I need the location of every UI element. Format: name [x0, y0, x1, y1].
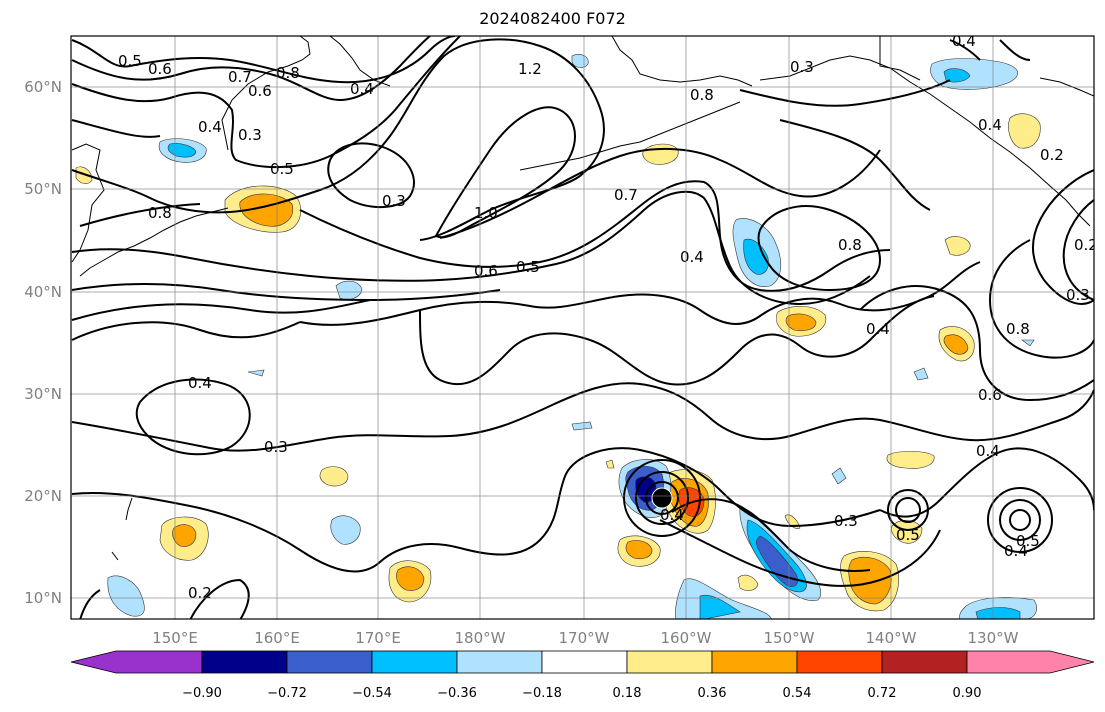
contour-label: 0.4 — [952, 32, 976, 50]
contour-label: 0.7 — [228, 68, 252, 86]
lon-tick-label: 140°W — [866, 629, 917, 647]
lat-tick-label: 40°N — [24, 283, 62, 301]
contour-label: 0.4 — [866, 320, 890, 338]
contour-label: 0.4 — [198, 118, 222, 136]
contour-label: 0.5 — [1016, 532, 1040, 550]
lat-tick-label: 20°N — [24, 487, 62, 505]
contour-label: 0.6 — [978, 386, 1002, 404]
colorbar-extend-low — [70, 650, 203, 674]
contour-label: 0.3 — [382, 192, 406, 210]
contour-label: 0.4 — [1004, 542, 1028, 560]
contour-label: 0.4 — [978, 116, 1002, 134]
contour-label: 0.2 — [188, 584, 212, 602]
lat-tick-label: 50°N — [24, 180, 62, 198]
gridlines — [71, 36, 1094, 619]
contour-label: 1.0 — [474, 204, 498, 222]
contour-label: 0.3 — [790, 58, 814, 76]
contour-label: 0.4 — [680, 248, 704, 266]
contour-label: 0.8 — [1006, 320, 1030, 338]
lon-tick-label: 160°W — [661, 629, 712, 647]
map-frame — [70, 35, 1095, 620]
contour-label: 0.3 — [1066, 286, 1090, 304]
colorbar-segment — [371, 650, 458, 674]
contour-label: 0.8 — [838, 236, 862, 254]
contour-label: 0.4 — [660, 506, 684, 524]
lat-tick-label: 60°N — [24, 78, 62, 96]
contour-label: 0.4 — [976, 442, 1000, 460]
contour-label: 0.8 — [690, 86, 714, 104]
colorbar-label: −0.72 — [267, 686, 307, 701]
contour-label: 0.3 — [834, 512, 858, 530]
contour-label: 0.3 — [264, 438, 288, 456]
contour-label: 0.8 — [276, 64, 300, 82]
contour-label: 0.5 — [270, 160, 294, 178]
hurricane-center-icon — [651, 487, 673, 509]
colorbar-label: 0.90 — [953, 686, 982, 701]
lat-tick-label: 10°N — [24, 589, 62, 607]
colorbar-segment — [456, 650, 543, 674]
colorbar-label: 0.36 — [698, 686, 727, 701]
coastlines — [71, 36, 1094, 561]
lon-tick-label: 180°W — [455, 629, 506, 647]
lon-tick-label: 130°W — [968, 629, 1019, 647]
colorbar-label: 0.18 — [613, 686, 642, 701]
contour-labels: 0.5 0.6 0.7 0.8 0.6 0.4 0.4 0.3 0.5 0.8 … — [118, 32, 1098, 602]
colorbar-label: 0.54 — [783, 686, 812, 701]
lon-axis: 150°E 160°E 170°E 180°W 170°W 160°W 150°… — [152, 629, 1018, 647]
contour-label: 0.4 — [188, 374, 212, 392]
lon-tick-label: 170°E — [355, 629, 401, 647]
lat-axis: 60°N 50°N 40°N 30°N 20°N 10°N — [24, 78, 62, 607]
colorbar-segment — [796, 650, 883, 674]
colorbar — [70, 650, 1095, 674]
contour-label: 0.2 — [1040, 146, 1064, 164]
contour-label: 0.6 — [248, 82, 272, 100]
lon-tick-label: 170°W — [559, 629, 610, 647]
lon-tick-label: 160°E — [254, 629, 300, 647]
colorbar-label: 0.72 — [868, 686, 897, 701]
colorbar-labels: −0.90 −0.72 −0.54 −0.36 −0.18 0.18 0.36 … — [182, 686, 981, 701]
colorbar-extend-high — [966, 650, 1095, 674]
contour-label: 0.6 — [474, 262, 498, 280]
contour-label: 0.3 — [238, 126, 262, 144]
contour-label: 0.5 — [118, 52, 142, 70]
colorbar-label: −0.90 — [182, 686, 222, 701]
lon-tick-label: 150°E — [152, 629, 198, 647]
colorbar-segment — [201, 650, 288, 674]
colorbar-segment — [626, 650, 713, 674]
contour-label: 0.2 — [1074, 236, 1098, 254]
lon-tick-label: 150°W — [764, 629, 815, 647]
colorbar-segment — [881, 650, 968, 674]
contour-label: 0.7 — [614, 186, 638, 204]
contour-label: 1.2 — [518, 60, 542, 78]
colorbar-segment — [711, 650, 798, 674]
colorbar-segment — [286, 650, 373, 674]
contour-label: 0.6 — [148, 60, 172, 78]
contour-lines — [71, 36, 1094, 619]
contour-label: 0.4 — [350, 80, 374, 98]
colorbar-label: −0.18 — [522, 686, 562, 701]
map-title: 2024082400 F072 — [479, 9, 626, 28]
contour-label: 0.5 — [896, 526, 920, 544]
colorbar-label: −0.54 — [352, 686, 392, 701]
contour-label: 0.8 — [148, 204, 172, 222]
colorbar-segment — [541, 650, 628, 674]
lat-tick-label: 30°N — [24, 385, 62, 403]
colorbar-label: −0.36 — [437, 686, 477, 701]
contour-label: 0.5 — [516, 258, 540, 276]
map-area: 0.5 0.6 0.7 0.8 0.6 0.4 0.4 0.3 0.5 0.8 … — [71, 32, 1098, 619]
